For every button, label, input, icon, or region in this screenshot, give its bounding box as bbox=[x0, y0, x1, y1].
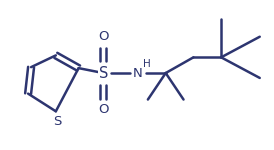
Text: O: O bbox=[98, 30, 109, 43]
Text: H: H bbox=[143, 59, 151, 69]
Text: N: N bbox=[133, 67, 143, 80]
Text: S: S bbox=[54, 115, 62, 128]
Text: O: O bbox=[98, 103, 109, 116]
Text: S: S bbox=[99, 66, 108, 81]
